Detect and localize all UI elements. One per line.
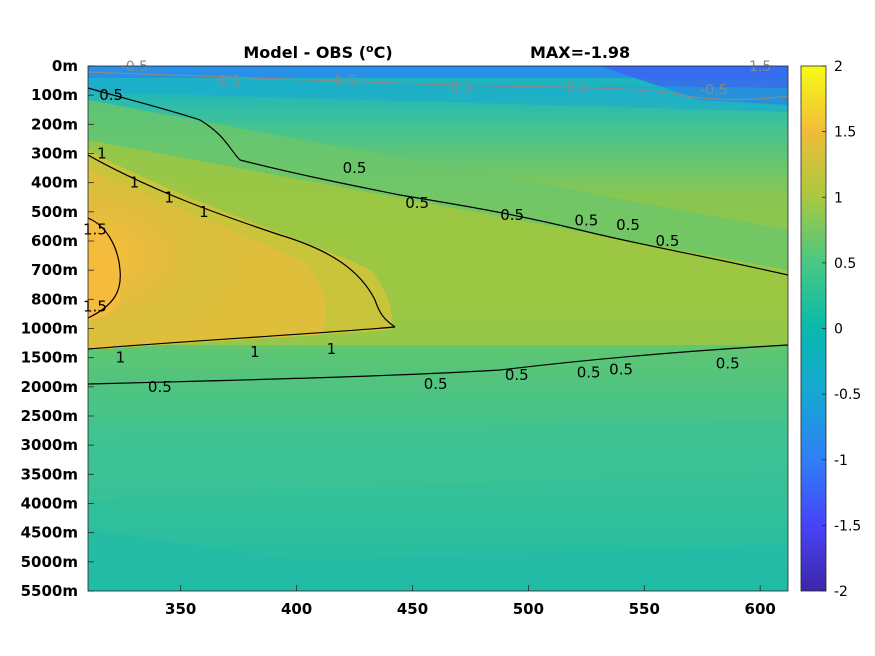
x-tick-label: 450 xyxy=(397,600,428,618)
colorbar-tick-label: 0 xyxy=(834,322,843,338)
y-tick-label: 200m xyxy=(31,115,78,133)
y-tick-label: 300m xyxy=(31,145,78,163)
contour-label: 1 xyxy=(97,145,107,163)
contour-label: 0.5 xyxy=(609,360,633,378)
y-tick-label: 100m xyxy=(31,86,78,104)
contour-label: 0.5 xyxy=(656,232,680,250)
contour-1.0-upper xyxy=(88,154,396,328)
y-tick-label: 4000m xyxy=(21,495,78,513)
colorbar-tick-label: 0.5 xyxy=(834,256,856,272)
contour-label: 0.5 xyxy=(616,216,640,234)
y-tick-label: 800m xyxy=(31,290,78,308)
chart-title: Model - OBS (oC) xyxy=(243,42,392,63)
contour-label: 0.5 xyxy=(405,194,429,212)
contour-label: 0.5 xyxy=(577,363,601,381)
contour-label: 1 xyxy=(130,174,140,192)
contour-label: 0.5 xyxy=(716,355,740,373)
y-tick-label: 500m xyxy=(31,203,78,221)
colorbar-tick-label: -2 xyxy=(834,584,848,600)
contour-label: -0.5 xyxy=(121,59,148,75)
contour-labels: 0.5 0.5 0.5 0.5 0.5 0.5 0.5 1 1 1 1 1.5 1.5 1 1 1 0.5 0.5… xyxy=(83,59,771,396)
y-axis-ticks: 0m 100m 200m 300m 400m 500m 600m 700m 800m 1000m 1… xyxy=(21,57,94,600)
y-tick-label: 400m xyxy=(31,174,78,192)
y-tick-label: 2500m xyxy=(21,407,78,425)
y-tick-label: 0m xyxy=(52,57,78,75)
y-tick-label: 600m xyxy=(31,232,78,250)
contour-label: -0.5 xyxy=(329,74,356,90)
y-tick-label: 3000m xyxy=(21,436,78,454)
heatmap-bottom-band xyxy=(88,530,788,591)
contour-label: -0.5 xyxy=(561,79,588,95)
y-tick-label: 1000m xyxy=(21,320,78,338)
x-tick-label: 550 xyxy=(629,600,660,618)
contour-0.5-lower xyxy=(88,344,788,385)
y-tick-label: 5000m xyxy=(21,553,78,571)
y-tick-label: 4500m xyxy=(21,524,78,542)
contour-label: 0.5 xyxy=(343,159,367,177)
contour-label: 1.5 xyxy=(749,59,771,75)
heatmap-hot-core xyxy=(88,215,121,320)
y-tick-label: 1500m xyxy=(21,349,78,367)
x-tick-label: 500 xyxy=(513,600,544,618)
y-tick-label: 5500m xyxy=(21,582,78,600)
heatmap-warm-core xyxy=(88,180,348,350)
contour-0.5-upper xyxy=(88,87,788,276)
contour-label: 1.5 xyxy=(83,298,107,316)
contour-label: 0.5 xyxy=(500,206,524,224)
colorbar-ticks: 2 1.5 1 0.5 0 -0.5 -1 -1.5 -2 xyxy=(822,59,861,600)
colorbar-tick-label: 2 xyxy=(834,59,843,75)
contour-label: 1.5 xyxy=(83,220,107,238)
contour-label: -0.5 xyxy=(213,74,240,90)
contour-1.5 xyxy=(88,217,121,319)
colorbar-tick-label: -1 xyxy=(834,453,848,469)
colorbar-tick-label: -1.5 xyxy=(834,518,861,534)
chart-annotation: MAX=-1.98 xyxy=(530,43,630,62)
contour-label: 1 xyxy=(164,188,174,206)
y-tick-label: 700m xyxy=(31,261,78,279)
colorbar-tick-label: 1.5 xyxy=(834,125,856,141)
contour-label: 1 xyxy=(199,203,209,221)
heatmap-field xyxy=(88,66,788,591)
contour-label: -0.5 xyxy=(700,82,727,98)
x-tick-label: 600 xyxy=(745,600,776,618)
y-tick-label: 2000m xyxy=(21,378,78,396)
contour-label: -0.5 xyxy=(445,79,472,95)
contour-1.0-lower xyxy=(88,326,396,350)
x-tick-label: 350 xyxy=(165,600,196,618)
contour-neg-0.5 xyxy=(88,71,788,101)
contour-label: 1 xyxy=(250,343,260,361)
colorbar-tick-label: 1 xyxy=(834,190,843,206)
contour-label: 0.5 xyxy=(148,378,172,396)
contour-label: 1 xyxy=(116,349,126,367)
contour-label: 0.5 xyxy=(424,375,448,393)
contour-label: 0.5 xyxy=(574,212,598,230)
x-axis-ticks: 350 400 450 500 550 600 xyxy=(165,585,776,618)
colorbar-tick-label: -0.5 xyxy=(834,387,861,403)
heatmap-subsurface xyxy=(88,78,788,112)
contour-label: 1 xyxy=(327,340,337,358)
x-tick-label: 400 xyxy=(281,600,312,618)
heatmap-deep-band xyxy=(88,420,788,500)
colorbar xyxy=(800,65,827,592)
heatmap-upper-layer xyxy=(88,100,788,270)
y-tick-label: 3500m xyxy=(21,465,78,483)
contour-label: 0.5 xyxy=(99,86,123,104)
contour-label: 0.5 xyxy=(505,366,529,384)
